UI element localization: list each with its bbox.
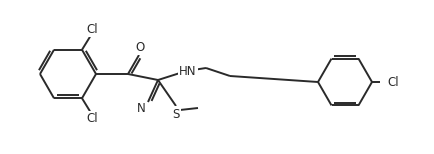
- Text: Cl: Cl: [86, 112, 98, 125]
- Text: S: S: [172, 107, 180, 120]
- Text: O: O: [135, 41, 145, 53]
- Text: HN: HN: [179, 65, 197, 77]
- Text: N: N: [137, 101, 145, 115]
- Text: Cl: Cl: [86, 23, 98, 36]
- Text: Cl: Cl: [387, 75, 399, 89]
